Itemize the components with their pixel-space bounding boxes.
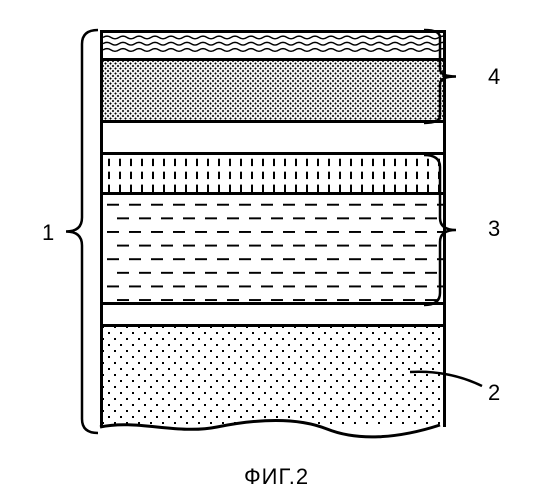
label-4: 4 xyxy=(488,64,500,90)
layer-sparse-dots xyxy=(103,327,443,427)
figure-container: 1 2 3 4 ФИГ.2 xyxy=(0,0,553,500)
brace-1 xyxy=(62,30,102,433)
layer-dense-dots xyxy=(103,61,443,123)
layer-blank2 xyxy=(103,305,443,327)
layer-blank xyxy=(103,123,443,155)
brace-4 xyxy=(420,30,460,123)
torn-bottom-edge xyxy=(97,415,443,443)
layer-wavy xyxy=(103,33,443,61)
layer-stack xyxy=(100,30,446,427)
layer-vdash xyxy=(103,155,443,195)
layer-hdash xyxy=(103,195,443,305)
label-1: 1 xyxy=(42,220,54,246)
label-2: 2 xyxy=(488,380,500,406)
figure-caption: ФИГ.2 xyxy=(0,464,553,490)
brace-3 xyxy=(420,155,460,305)
label-3: 3 xyxy=(488,216,500,242)
